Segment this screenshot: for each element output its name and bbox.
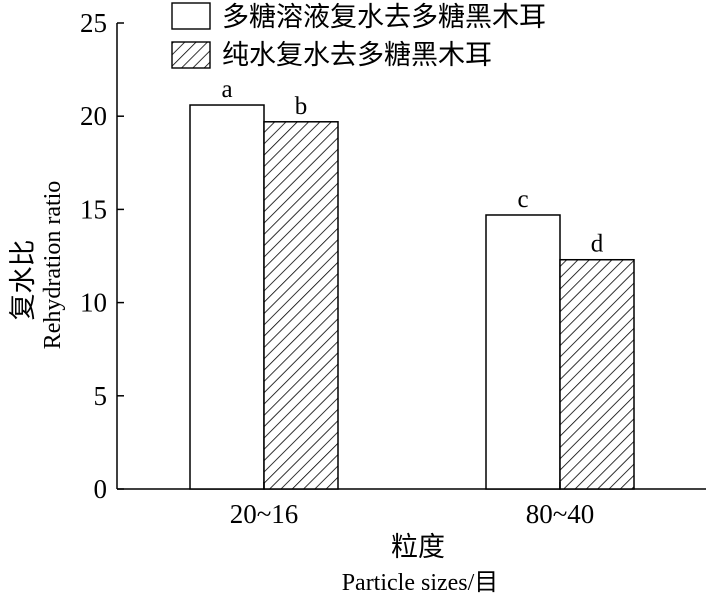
y-axis-title: 复水比 Rehydration ratio [8, 181, 66, 350]
y-axis-title-cn: 复水比 [8, 240, 38, 321]
y-ticks: 0 5 10 15 20 25 [80, 8, 124, 504]
y-axis-title-en: Rehydration ratio [40, 181, 66, 350]
bars: a b c d [189, 76, 635, 490]
x-category-labels: 20~16 80~40 [230, 482, 595, 529]
legend-label-series-1: 多糖溶液复水去多糖黑木耳 [222, 2, 546, 32]
y-tick-label: 5 [94, 381, 108, 411]
legend-label-series-2: 纯水复水去多糖黑木耳 [222, 40, 492, 70]
bar-data-label: a [221, 76, 232, 103]
x-axis-title-en: Particle sizes/目 [342, 570, 499, 596]
legend-item-series-1: 多糖溶液复水去多糖黑木耳 [171, 2, 546, 32]
bar-2-series-1 [485, 214, 561, 490]
bar-data-label: d [591, 231, 604, 258]
x-axis-title: 粒度 Particle sizes/目 [342, 532, 499, 596]
bar-1-series-1 [189, 104, 265, 490]
y-tick-label: 10 [80, 288, 107, 318]
x-category-label: 80~40 [526, 499, 595, 529]
x-axis-title-cn: 粒度 [391, 532, 445, 562]
x-category-label: 20~16 [230, 499, 299, 529]
bar-2-series-2 [559, 258, 635, 490]
bar-data-label: c [517, 186, 528, 213]
y-tick-label: 0 [94, 474, 108, 504]
legend-swatch-solid [171, 2, 211, 30]
bar-data-label: b [295, 93, 308, 120]
legend: 多糖溶液复水去多糖黑木耳 纯水复水去多糖黑木耳 [171, 2, 546, 70]
y-tick-label: 25 [80, 8, 107, 38]
y-tick-label: 20 [80, 101, 107, 131]
bar-1-series-2 [263, 121, 339, 490]
legend-swatch-hatched [171, 41, 211, 69]
legend-item-series-2: 纯水复水去多糖黑木耳 [171, 40, 492, 70]
y-tick-label: 15 [80, 194, 107, 224]
